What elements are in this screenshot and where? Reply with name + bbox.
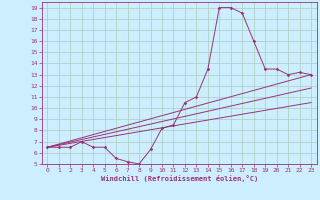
X-axis label: Windchill (Refroidissement éolien,°C): Windchill (Refroidissement éolien,°C) [100, 175, 258, 182]
